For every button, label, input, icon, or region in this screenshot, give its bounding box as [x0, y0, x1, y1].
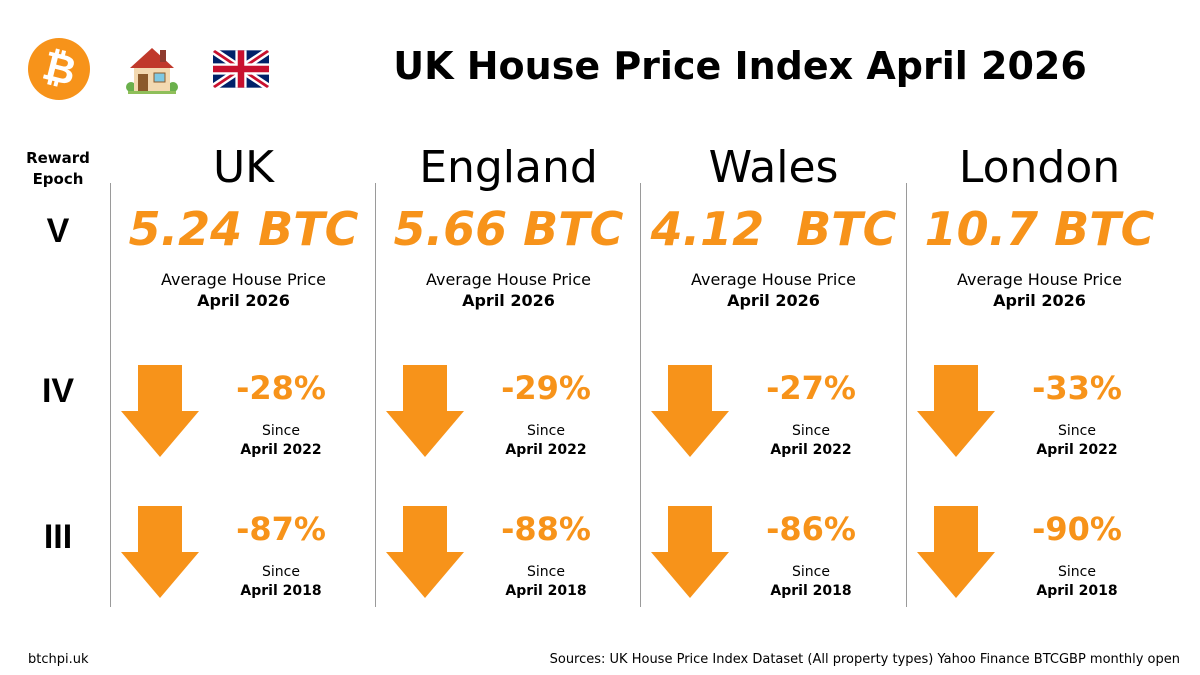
site-url: btchpi.uk — [28, 652, 89, 667]
average-price-label: Average House Price — [690, 270, 857, 289]
house-icon — [126, 48, 178, 94]
down-arrow-icon — [386, 506, 464, 598]
percent-change: -28% — [236, 369, 326, 407]
region-name: UK — [212, 142, 275, 193]
percent-change: -88% — [501, 510, 591, 548]
down-arrow-icon — [386, 365, 464, 457]
since-label: Since — [792, 423, 830, 439]
since-date: April 2022 — [505, 442, 587, 458]
average-price-btc: 5.66 BTC — [393, 202, 624, 256]
since-date: April 2018 — [240, 583, 322, 599]
average-price-date: April 2026 — [727, 291, 820, 310]
since-date: April 2018 — [505, 583, 587, 599]
change-block-epoch-iv: -33% Since April 2022 — [907, 365, 1172, 465]
average-price-date: April 2026 — [462, 291, 555, 310]
down-arrow-icon — [917, 506, 995, 598]
average-price-date: April 2026 — [197, 291, 290, 310]
sources-note: Sources: UK House Price Index Dataset (A… — [549, 652, 1180, 667]
down-arrow-icon — [121, 506, 199, 598]
region-column-wales: Wales 4.12 BTC Average House Price April… — [641, 140, 906, 610]
down-arrow-icon — [651, 506, 729, 598]
since-date: April 2018 — [770, 583, 852, 599]
average-price-btc: 4.12 BTC — [650, 202, 897, 256]
region-name: Wales — [708, 142, 839, 193]
since-label: Since — [527, 564, 565, 580]
since-label: Since — [1058, 423, 1096, 439]
average-price-date: April 2026 — [993, 291, 1086, 310]
region-column-england: England 5.66 BTC Average House Price Apr… — [376, 140, 641, 610]
percent-change: -90% — [1032, 510, 1122, 548]
percent-change: -29% — [501, 369, 591, 407]
percent-change: -86% — [766, 510, 856, 548]
down-arrow-icon — [917, 365, 995, 457]
percent-change: -33% — [1032, 369, 1122, 407]
since-date: April 2018 — [1036, 583, 1118, 599]
average-price-label: Average House Price — [956, 270, 1123, 289]
since-date: April 2022 — [770, 442, 852, 458]
change-block-epoch-iv: -27% Since April 2022 — [641, 365, 906, 465]
average-price-label: Average House Price — [160, 270, 327, 289]
since-date: April 2022 — [240, 442, 322, 458]
page-title: UK House Price Index April 2026 — [393, 44, 1087, 88]
average-price-btc: 10.7 BTC — [924, 202, 1155, 256]
change-block-epoch-iv: -29% Since April 2022 — [376, 365, 641, 465]
since-label: Since — [262, 564, 300, 580]
since-date: April 2022 — [1036, 442, 1118, 458]
since-label: Since — [792, 564, 830, 580]
change-block-epoch-iv: -28% Since April 2022 — [111, 365, 376, 465]
since-label: Since — [262, 423, 300, 439]
column-divider — [375, 183, 376, 607]
percent-change: -87% — [236, 510, 326, 548]
epoch-label-v: V — [46, 212, 70, 250]
change-block-epoch-iii: -88% Since April 2018 — [376, 506, 641, 606]
down-arrow-icon — [651, 365, 729, 457]
epoch-label-iii: III — [43, 518, 73, 556]
region-name: England — [419, 142, 598, 193]
region-column-london: London 10.7 BTC Average House Price Apri… — [907, 140, 1172, 610]
since-label: Since — [1058, 564, 1096, 580]
epoch-column-header: Reward Epoch — [26, 149, 90, 188]
change-block-epoch-iii: -87% Since April 2018 — [111, 506, 376, 606]
average-price-label: Average House Price — [425, 270, 592, 289]
epoch-label-iv: IV — [41, 372, 75, 410]
column-divider — [110, 183, 111, 607]
uk-flag-icon — [213, 50, 269, 88]
change-block-epoch-iii: -90% Since April 2018 — [907, 506, 1172, 606]
average-price-btc: 5.24 BTC — [128, 202, 359, 256]
percent-change: -27% — [766, 369, 856, 407]
column-divider — [906, 183, 907, 607]
region-column-uk: UK 5.24 BTC Average House Price April 20… — [111, 140, 376, 610]
since-label: Since — [527, 423, 565, 439]
column-divider — [640, 183, 641, 607]
region-name: London — [958, 142, 1121, 193]
bitcoin-logo-icon: ₿ — [28, 38, 90, 100]
change-block-epoch-iii: -86% Since April 2018 — [641, 506, 906, 606]
down-arrow-icon — [121, 365, 199, 457]
